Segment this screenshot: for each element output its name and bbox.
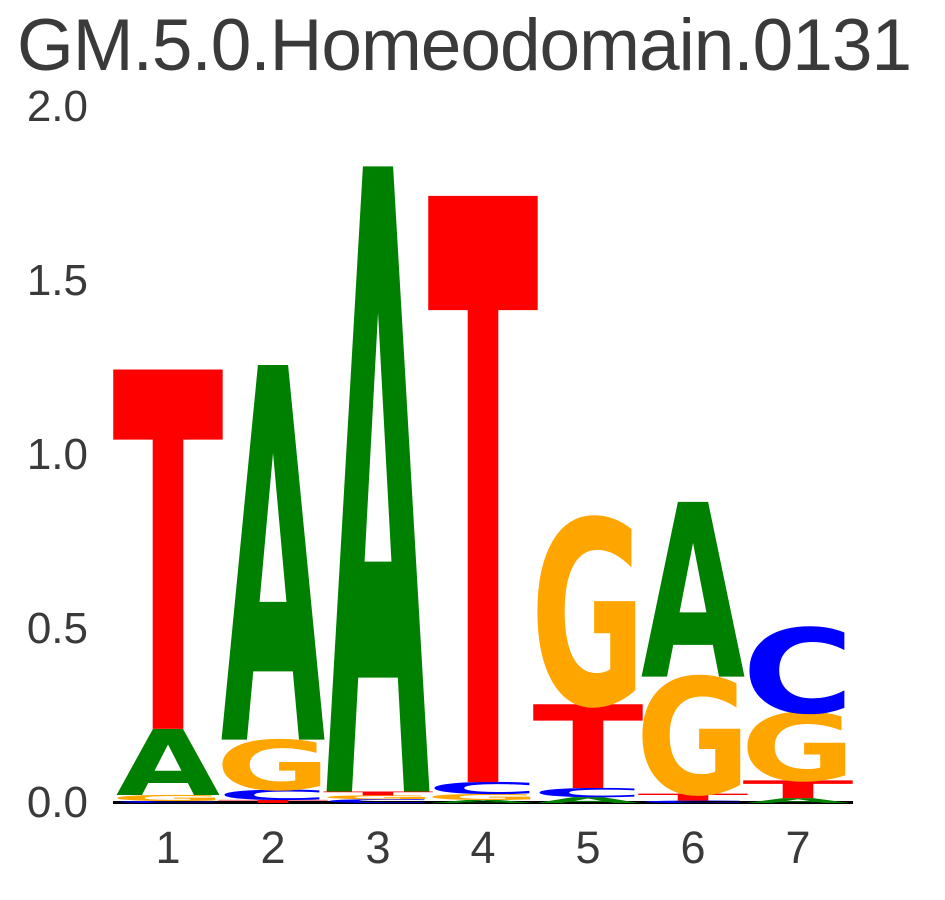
y-tick-label-0.5: 0.5 <box>26 604 88 653</box>
logo-letter-G-pos5: G <box>530 469 645 765</box>
logo-letter-A-pos2: A <box>221 262 326 861</box>
x-tick-label-6: 6 <box>680 822 706 873</box>
logo-letter-A-pos7: A <box>746 797 851 805</box>
y-tick-label-0.0: 0.0 <box>26 778 88 827</box>
x-axis-line <box>113 801 853 804</box>
logo-letter-C-pos5: C <box>532 786 644 800</box>
y-tick-label-2.0: 2.0 <box>26 82 88 131</box>
logo-letter-A-pos4: A <box>431 799 536 804</box>
logo-letter-T-pos1: T <box>112 271 224 846</box>
x-tick-label-3: 3 <box>365 822 391 873</box>
logo-letter-C-pos4: C <box>427 779 539 798</box>
logo-letter-A-pos3: A <box>326 0 431 900</box>
x-tick-label-4: 4 <box>470 822 496 873</box>
logo-letter-C-pos2: C <box>217 787 329 803</box>
logo-letter-T-pos3: T <box>322 791 433 797</box>
y-tick-label-1.5: 1.5 <box>26 256 88 305</box>
logo-letter-G-pos2: G <box>215 726 330 806</box>
logo-letter-C-pos6: C <box>637 800 749 804</box>
logo-letter-T-pos6: T <box>637 792 749 803</box>
x-tick-label-2: 2 <box>260 822 286 873</box>
logo-letter-G-pos6: G <box>635 645 750 832</box>
logo-letter-C-pos7: C <box>742 606 854 741</box>
logo-letter-T-pos5: T <box>532 682 643 816</box>
logo-letter-A-pos5: A <box>536 796 640 805</box>
logo-letter-T-pos2: T <box>217 799 328 804</box>
x-tick-label-1: 1 <box>155 822 181 873</box>
x-tick-label-5: 5 <box>575 822 601 873</box>
logo-letter-G-pos7: G <box>740 695 855 803</box>
logo-letter-G-pos4: G <box>425 792 540 801</box>
y-tick-label-1.0: 1.0 <box>26 430 88 479</box>
x-tick-label-7: 7 <box>785 822 811 873</box>
logo-letter-G-pos1: G <box>110 793 225 802</box>
logo-letter-C-pos3: C <box>322 798 434 804</box>
logo-letter-C-pos1: C <box>112 800 224 803</box>
chart-title: GM.5.0.Homeodomain.0131 <box>17 5 912 86</box>
logo-letter-T-pos7: T <box>742 776 853 804</box>
logo-letter-G-pos3: G <box>320 794 435 800</box>
logo-letter-T-pos4: T <box>427 35 539 900</box>
logo-letter-A-pos6: A <box>641 453 745 733</box>
logo-letter-A-pos1: A <box>116 711 220 817</box>
